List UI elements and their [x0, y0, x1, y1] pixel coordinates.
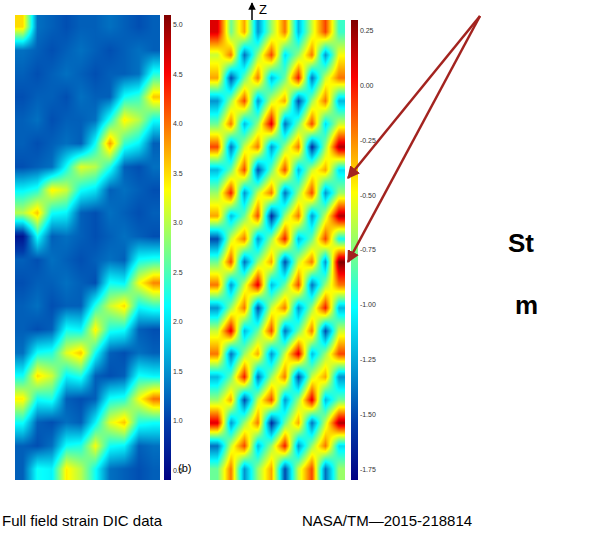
svg-text:-0.25: -0.25 [360, 137, 376, 144]
svg-text:-0.50: -0.50 [360, 192, 376, 199]
svg-text:4.5: 4.5 [173, 71, 183, 78]
svg-text:1.5: 1.5 [173, 368, 183, 375]
svg-text:3.0: 3.0 [173, 219, 183, 226]
svg-text:0.5: 0.5 [173, 467, 183, 474]
svg-text:-1.50: -1.50 [360, 411, 376, 418]
svg-text:-1.00: -1.00 [360, 301, 376, 308]
svg-text:3.5: 3.5 [173, 170, 183, 177]
svg-text:0.25: 0.25 [360, 27, 374, 34]
svg-text:2.5: 2.5 [173, 269, 183, 276]
svg-text:-0.75: -0.75 [360, 246, 376, 253]
svg-text:4.0: 4.0 [173, 120, 183, 127]
svg-text:-1.75: -1.75 [360, 466, 376, 473]
svg-text:0.00: 0.00 [360, 82, 374, 89]
svg-text:2.0: 2.0 [173, 318, 183, 325]
svg-text:1.0: 1.0 [173, 417, 183, 424]
svg-text:-1.25: -1.25 [360, 356, 376, 363]
svg-text:5.0: 5.0 [173, 21, 183, 28]
